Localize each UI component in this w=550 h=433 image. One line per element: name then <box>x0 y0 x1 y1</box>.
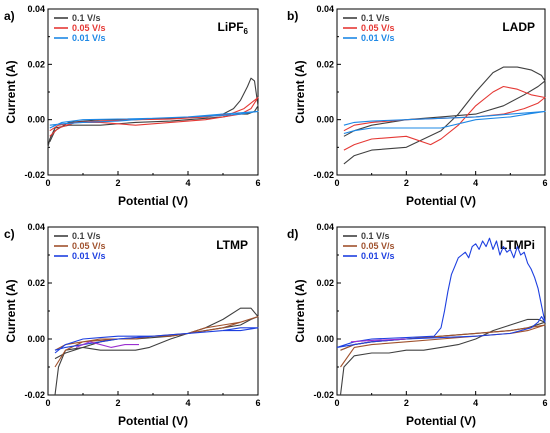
chart-panel-2: 0 2 4 6 -0.02 0.00 0.02 0.04 Potential (V) Curren… <box>287 4 548 208</box>
x-axis-title: Potential (V) <box>118 194 188 208</box>
x-tick-label: 0 <box>334 178 339 188</box>
chart-panel-4: 0 2 4 6 -0.02 0.00 0.02 0.04 Potential (V) Curren… <box>287 222 548 428</box>
sample-label-text: LTMPi <box>500 238 535 252</box>
x-tick-label: 6 <box>255 398 260 408</box>
x-tick-label: 2 <box>404 178 409 188</box>
legend-label: 0.05 V/s <box>361 241 395 251</box>
panel-label: c) <box>4 227 15 241</box>
sample-label: LiPF6 <box>218 20 249 36</box>
series-line-1 <box>54 307 259 396</box>
x-tick-label: 4 <box>473 398 478 408</box>
sample-label-text: LTMP <box>216 238 248 252</box>
x-tick-label: 0 <box>334 398 339 408</box>
x-tick-label: 2 <box>115 178 120 188</box>
sample-label-text: LADP <box>502 20 535 34</box>
x-tick-label: 6 <box>542 398 547 408</box>
legend-label: 0.05 V/s <box>72 241 106 251</box>
x-axis-title: Potential (V) <box>406 414 476 428</box>
x-tick-label: 4 <box>185 178 190 188</box>
legend-label: 0.01 V/s <box>361 33 395 43</box>
series-line-3 <box>336 237 546 348</box>
y-tick-label: 0.02 <box>316 59 334 69</box>
sample-label-text: LiPF <box>218 20 244 34</box>
y-tick-label: -0.02 <box>24 390 45 400</box>
x-tick-label: 2 <box>115 398 120 408</box>
panel-label: a) <box>4 9 15 23</box>
x-tick-label: 0 <box>45 398 50 408</box>
x-tick-label: 4 <box>185 398 190 408</box>
y-axis-title: Current (A) <box>4 60 18 123</box>
series-line-4 <box>350 338 407 343</box>
x-tick-label: 6 <box>542 178 547 188</box>
series-line-2 <box>54 316 259 368</box>
legend-label: 0.01 V/s <box>72 251 106 261</box>
x-tick-label: 6 <box>255 178 260 188</box>
x-axis-title: Potential (V) <box>406 194 476 208</box>
y-tick-label: -0.02 <box>313 170 334 180</box>
y-tick-label: 0.00 <box>316 334 334 344</box>
series-line-3 <box>343 110 546 135</box>
series-line-1 <box>339 318 546 396</box>
series-line-4 <box>75 341 139 348</box>
y-axis-title: Current (A) <box>4 279 18 342</box>
legend-label: 0.1 V/s <box>72 13 101 23</box>
legend-label: 0.1 V/s <box>72 231 101 241</box>
series-line-1 <box>47 77 259 148</box>
series-line-2 <box>340 324 546 368</box>
sample-label: LTMPi <box>500 238 535 252</box>
chart-panel-3: 0 2 4 6 -0.02 0.00 0.02 0.04 Potential (V) Curren… <box>4 222 261 428</box>
series-line-2 <box>49 96 259 137</box>
legend-label: 0.01 V/s <box>72 33 106 43</box>
chart-panel-1: 0 2 4 6 -0.02 0.00 0.02 0.04 Potential (V) Curren… <box>4 4 261 208</box>
panel-label: b) <box>287 9 298 23</box>
y-tick-label: 0.00 <box>316 115 334 125</box>
y-tick-label: 0.00 <box>27 115 45 125</box>
y-tick-label: 0.04 <box>316 222 334 232</box>
sample-label: LADP <box>502 20 535 34</box>
y-tick-label: 0.00 <box>27 334 45 344</box>
y-tick-label: 0.02 <box>316 278 334 288</box>
y-axis-title: Current (A) <box>293 279 307 342</box>
legend-label: 0.05 V/s <box>361 23 395 33</box>
x-axis-title: Potential (V) <box>118 414 188 428</box>
series-line-1 <box>343 66 546 165</box>
y-tick-label: -0.02 <box>313 390 334 400</box>
legend-label: 0.05 V/s <box>72 23 106 33</box>
legend-label: 0.01 V/s <box>361 251 395 261</box>
y-tick-label: -0.02 <box>24 170 45 180</box>
x-tick-label: 4 <box>473 178 478 188</box>
y-tick-label: 0.02 <box>27 59 45 69</box>
series-line-3 <box>49 110 259 129</box>
y-tick-label: 0.02 <box>27 278 45 288</box>
legend-label: 0.1 V/s <box>361 231 390 241</box>
sample-label: LTMP <box>216 238 248 252</box>
y-tick-label: 0.04 <box>316 4 334 14</box>
y-tick-label: 0.04 <box>27 222 45 232</box>
x-tick-label: 0 <box>45 178 50 188</box>
y-tick-label: 0.04 <box>27 4 45 14</box>
y-axis-title: Current (A) <box>293 60 307 123</box>
sample-label-subscript: 6 <box>244 27 249 36</box>
series-line-3 <box>54 327 259 354</box>
panel-label: d) <box>287 227 298 241</box>
x-tick-label: 2 <box>404 398 409 408</box>
legend-label: 0.1 V/s <box>361 13 390 23</box>
